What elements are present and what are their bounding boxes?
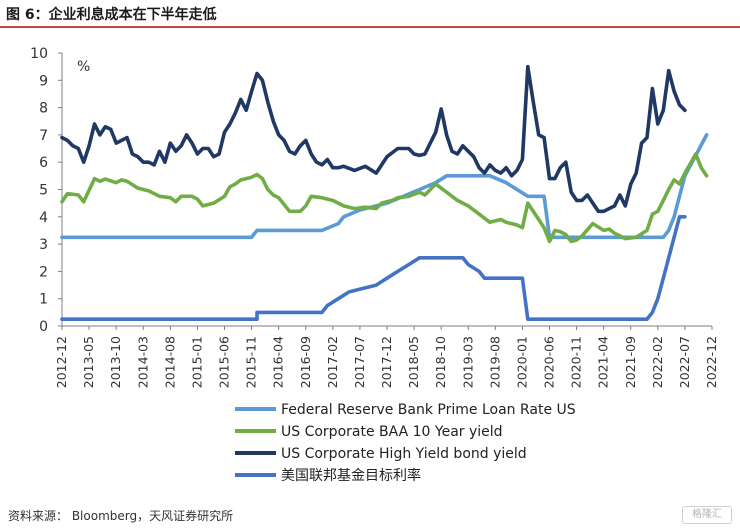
y-tick-label: 1 (39, 292, 48, 308)
x-tick-label: 2019-03 (460, 336, 475, 388)
y-tick-label: 5 (39, 183, 48, 199)
y-tick-label: 9 (39, 73, 48, 89)
legend-label: US Corporate High Yield bond yield (281, 446, 527, 462)
x-tick-label: 2020-06 (542, 336, 557, 388)
series-line-3 (60, 64, 687, 214)
x-tick-label: 2022-12 (704, 336, 719, 388)
line-chart: 0 1 2 3 4 5 6 7 8 9 10% 2012-12 2013-05 2013-10 2014-0… (30, 46, 719, 484)
x-tick-label: 2019-08 (487, 336, 502, 388)
y-tick-label: 2 (39, 264, 48, 280)
x-tick-label: 2022-07 (677, 336, 692, 388)
y-unit-label: % (77, 59, 90, 75)
y-tick-label: 6 (39, 155, 48, 171)
x-tick-label: 2013-05 (81, 336, 96, 388)
x-tick-label: 2021-09 (623, 336, 638, 388)
series-line-1 (60, 133, 709, 240)
x-tick-label: 2020-11 (569, 336, 584, 388)
x-tick-label: 2017-07 (352, 336, 367, 388)
watermark-logo: 格隆汇 (682, 506, 732, 524)
chart-title: 图 6：企业利息成本在下半年走低 (6, 7, 217, 23)
x-tick-label: 2015-01 (189, 336, 204, 388)
x-tick-label: 2015-11 (244, 336, 259, 388)
x-tick-label: 2022-02 (650, 336, 665, 388)
source-note: 资料来源： Bloomberg，天风证券研究所 (8, 509, 234, 523)
chart-axes: 0 1 2 3 4 5 6 7 8 9 10% 2012-12 2013-05 2013-10 2014-0… (30, 46, 719, 388)
x-tick-label: 2020-01 (514, 336, 529, 388)
x-tick-label: 2021-04 (596, 336, 611, 388)
title-divider (0, 26, 740, 28)
x-tick-label: 2016-04 (271, 336, 286, 388)
x-tick-label: 2015-06 (217, 336, 232, 388)
legend-label: Federal Reserve Bank Prime Loan Rate US (281, 402, 576, 418)
y-tick-label: 3 (39, 237, 48, 253)
x-tick-label: 2012-12 (54, 336, 69, 388)
y-tick-label: 8 (39, 101, 48, 117)
x-tick-label: 2013-10 (108, 336, 123, 388)
y-tick-label: 4 (39, 210, 48, 226)
x-tick-label: 2018-05 (406, 336, 421, 388)
chart-legend: Federal Reserve Bank Prime Loan Rate US U… (235, 402, 576, 484)
y-tick-label: 7 (39, 128, 48, 144)
series-line-2 (60, 152, 709, 244)
x-tick-label: 2017-02 (325, 336, 340, 388)
x-tick-label: 2014-03 (135, 336, 150, 388)
x-tick-label: 2016-09 (298, 336, 313, 388)
y-tick-label: 0 (39, 319, 48, 335)
x-tick-label: 2017-12 (379, 336, 394, 388)
legend-label: 美国联邦基金目标利率 (281, 467, 421, 484)
legend-label: US Corporate BAA 10 Year yield (281, 424, 503, 440)
x-tick-label: 2018-10 (433, 336, 448, 388)
x-tick-label: 2014-08 (162, 336, 177, 388)
series-line-4 (60, 215, 687, 321)
y-tick-label: 10 (30, 46, 48, 62)
chart-lines (60, 64, 709, 321)
